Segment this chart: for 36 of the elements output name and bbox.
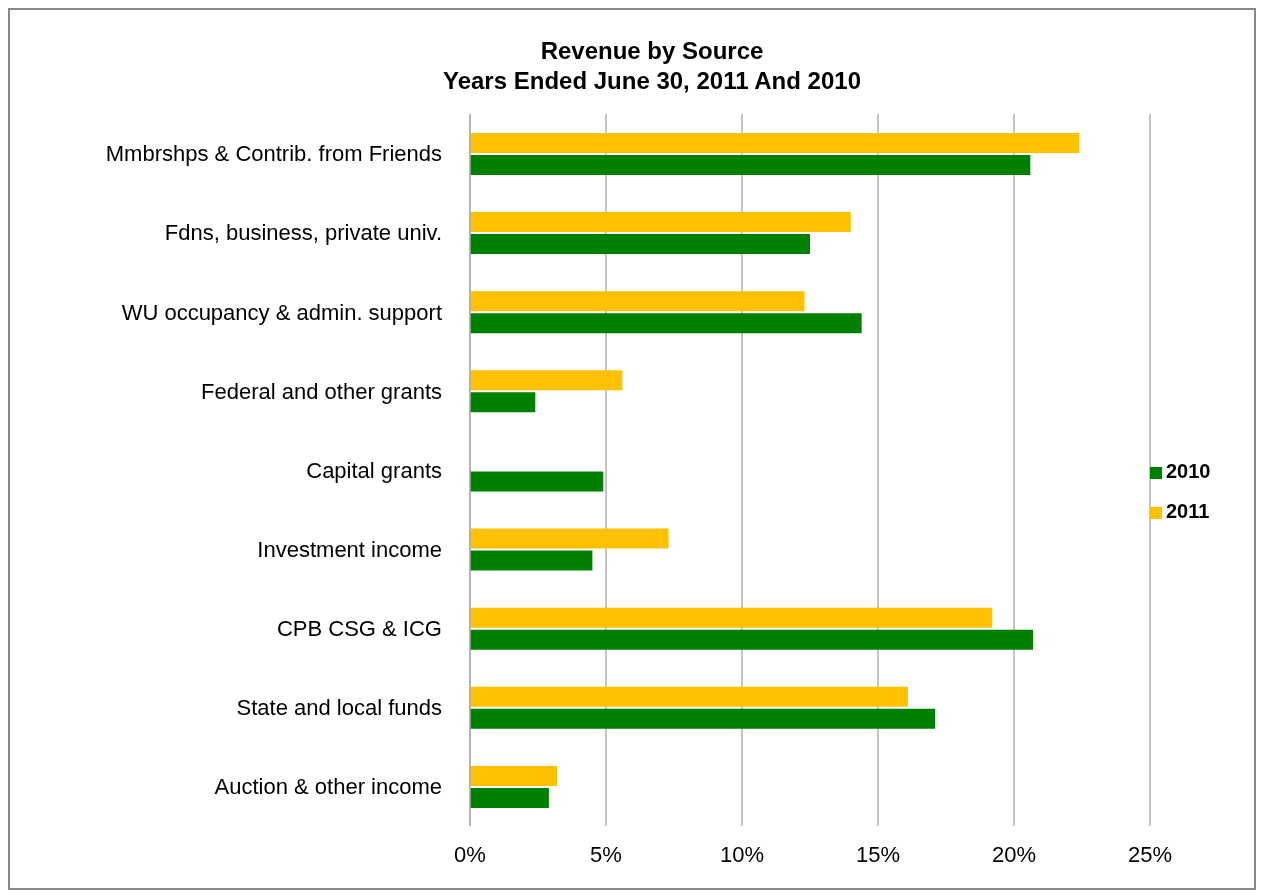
- bar: [470, 234, 810, 255]
- bar: [470, 212, 851, 233]
- y-tick-label: Auction & other income: [214, 774, 442, 800]
- y-tick-label: Fdns, business, private univ.: [164, 220, 442, 246]
- y-tick-label: State and local funds: [236, 695, 442, 721]
- y-tick-label: Mmbrshps & Contrib. from Friends: [105, 141, 442, 167]
- bar: [470, 787, 549, 808]
- bar: [470, 629, 1034, 650]
- bar: [470, 471, 604, 492]
- chart-subtitle: Years Ended June 30, 2011 And 2010: [442, 66, 862, 96]
- x-tick-label: 10%: [719, 841, 765, 867]
- y-tick-label: WU occupancy & admin. support: [121, 299, 442, 325]
- x-tick-label: 15%: [855, 841, 901, 867]
- bar: [470, 133, 1080, 153]
- bar: [470, 708, 936, 729]
- x-tick-label: 0%: [454, 841, 486, 867]
- x-tick-label: 25%: [1127, 841, 1173, 867]
- bar: [470, 765, 558, 786]
- bar: [470, 550, 593, 571]
- bar: [470, 370, 623, 391]
- bar: [470, 607, 993, 628]
- x-tick-label: 20%: [991, 841, 1037, 867]
- legend-label: 2010: [1166, 460, 1211, 482]
- bar: [470, 291, 805, 312]
- bar: [470, 528, 669, 549]
- legend-label: 2011: [1166, 500, 1210, 522]
- bar: [470, 155, 1031, 175]
- y-tick-label: Investment income: [257, 536, 442, 562]
- bar: [470, 313, 862, 334]
- bar: [470, 392, 536, 413]
- bar: [470, 686, 908, 707]
- x-tick-label: 5%: [590, 841, 622, 867]
- chart-title: Revenue by Source: [539, 36, 765, 66]
- y-tick-label: Capital grants: [306, 457, 442, 483]
- y-tick-label: Federal and other grants: [201, 378, 442, 404]
- y-tick-label: CPB CSG & ICG: [276, 616, 442, 642]
